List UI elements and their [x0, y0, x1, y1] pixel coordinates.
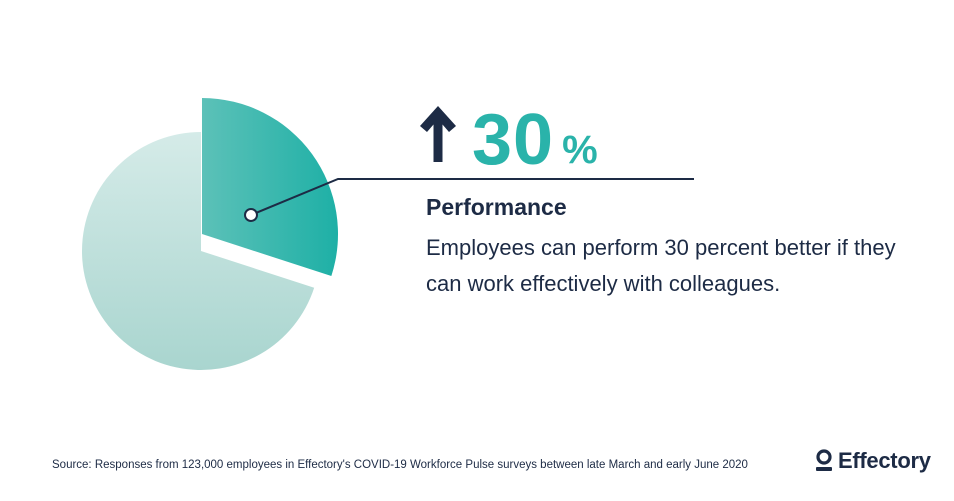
leader-line	[250, 178, 694, 216]
source-note: Source: Responses from 123,000 employees…	[52, 459, 748, 471]
stat-row: 30 %	[416, 96, 598, 176]
effectory-logo: Effectory	[815, 448, 931, 474]
logo-text: Effectory	[838, 448, 931, 473]
description-text: Employees can perform 30 percent better …	[426, 235, 896, 296]
pie-slice-highlighted	[202, 98, 338, 277]
pie-slice-remainder	[82, 132, 315, 370]
effectory-logo-mark-icon	[816, 449, 832, 471]
stat-unit: %	[562, 128, 598, 172]
stat-number: 30	[472, 100, 555, 180]
leader-dot	[244, 208, 258, 222]
arrow-up-icon	[420, 106, 456, 162]
section-heading: Performance	[426, 194, 567, 220]
